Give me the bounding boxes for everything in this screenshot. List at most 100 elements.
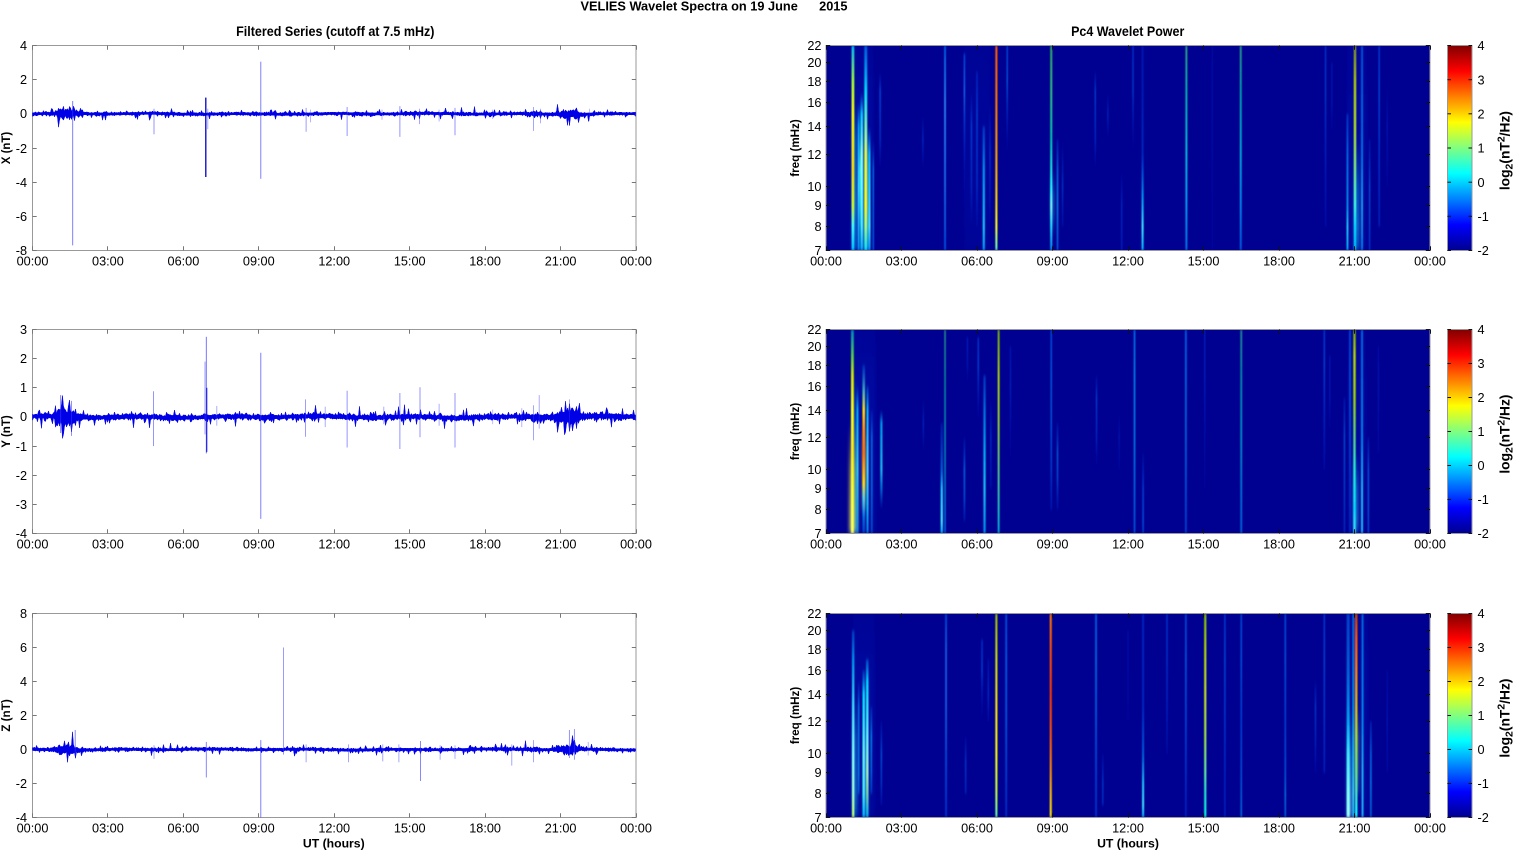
svg-text:12:00: 12:00 [1112, 255, 1144, 269]
svg-text:14: 14 [807, 688, 821, 702]
svg-text:06:00: 06:00 [168, 822, 200, 836]
svg-text:12:00: 12:00 [318, 538, 350, 552]
svg-text:12: 12 [807, 431, 821, 445]
svg-text:-1: -1 [1478, 493, 1489, 507]
svg-text:15:00: 15:00 [1188, 255, 1220, 269]
svg-text:UT (hours): UT (hours) [303, 837, 365, 851]
svg-text:00:00: 00:00 [810, 255, 842, 269]
svg-text:1: 1 [1478, 425, 1485, 439]
svg-text:log2(nT2/Hz): log2(nT2/Hz) [1496, 111, 1515, 190]
svg-text:18: 18 [807, 359, 821, 373]
svg-text:2: 2 [20, 709, 27, 723]
svg-text:8: 8 [814, 503, 821, 517]
svg-text:00:00: 00:00 [620, 538, 652, 552]
svg-text:00:00: 00:00 [810, 538, 842, 552]
svg-text:-2: -2 [1478, 244, 1489, 258]
svg-text:-2: -2 [16, 777, 27, 791]
svg-text:15:00: 15:00 [394, 538, 426, 552]
svg-text:16: 16 [807, 664, 821, 678]
svg-text:03:00: 03:00 [886, 538, 918, 552]
svg-text:3: 3 [1478, 641, 1485, 655]
svg-text:06:00: 06:00 [168, 538, 200, 552]
svg-text:22: 22 [807, 323, 821, 337]
svg-text:freq (mHz): freq (mHz) [788, 687, 802, 745]
svg-text:Z (nT): Z (nT) [0, 699, 13, 732]
svg-text:20: 20 [807, 340, 821, 354]
svg-text:4: 4 [1478, 607, 1485, 621]
svg-text:9: 9 [814, 766, 821, 780]
svg-text:10: 10 [807, 463, 821, 477]
svg-text:Y (nT): Y (nT) [0, 415, 13, 448]
svg-text:4: 4 [1478, 323, 1485, 337]
svg-text:-1: -1 [16, 440, 27, 454]
svg-text:15:00: 15:00 [1188, 822, 1220, 836]
svg-text:18:00: 18:00 [469, 255, 501, 269]
svg-text:2: 2 [20, 352, 27, 366]
svg-text:8: 8 [20, 607, 27, 621]
svg-text:-4: -4 [16, 811, 27, 825]
svg-text:06:00: 06:00 [961, 822, 993, 836]
svg-text:4: 4 [20, 675, 27, 689]
svg-text:00:00: 00:00 [810, 822, 842, 836]
svg-text:3: 3 [1478, 357, 1485, 371]
svg-text:1: 1 [1478, 709, 1485, 723]
svg-text:06:00: 06:00 [961, 538, 993, 552]
svg-text:18: 18 [807, 75, 821, 89]
svg-text:00:00: 00:00 [17, 255, 49, 269]
svg-text:21:00: 21:00 [545, 822, 577, 836]
svg-text:3: 3 [20, 323, 27, 337]
svg-text:10: 10 [807, 180, 821, 194]
svg-text:15:00: 15:00 [394, 822, 426, 836]
svg-text:-6: -6 [16, 210, 27, 224]
svg-text:7: 7 [814, 811, 821, 825]
svg-text:18:00: 18:00 [469, 822, 501, 836]
svg-text:15:00: 15:00 [394, 255, 426, 269]
svg-text:-1: -1 [1478, 777, 1489, 791]
svg-text:20: 20 [807, 624, 821, 638]
svg-text:12: 12 [807, 715, 821, 729]
svg-text:-2: -2 [16, 142, 27, 156]
svg-text:21:00: 21:00 [1339, 538, 1371, 552]
svg-text:22: 22 [807, 607, 821, 621]
svg-text:18:00: 18:00 [1263, 255, 1295, 269]
svg-text:16: 16 [807, 96, 821, 110]
svg-text:freq (mHz): freq (mHz) [788, 403, 802, 461]
svg-text:VELIES Wavelet Spectra on 19 J: VELIES Wavelet Spectra on 19 June 2015 [581, 0, 848, 14]
svg-text:00:00: 00:00 [1414, 822, 1446, 836]
svg-text:-4: -4 [16, 176, 27, 190]
svg-text:10: 10 [807, 747, 821, 761]
svg-text:-2: -2 [1478, 811, 1489, 825]
svg-text:12:00: 12:00 [318, 255, 350, 269]
svg-text:-4: -4 [16, 527, 27, 541]
svg-text:7: 7 [814, 244, 821, 258]
svg-text:14: 14 [807, 120, 821, 134]
svg-text:18:00: 18:00 [469, 538, 501, 552]
svg-text:-3: -3 [16, 498, 27, 512]
svg-text:2: 2 [20, 73, 27, 87]
svg-text:00:00: 00:00 [1414, 255, 1446, 269]
svg-text:9: 9 [814, 199, 821, 213]
svg-text:2: 2 [1478, 107, 1485, 121]
svg-text:21:00: 21:00 [1339, 255, 1371, 269]
svg-text:06:00: 06:00 [961, 255, 993, 269]
svg-text:0: 0 [1478, 176, 1485, 190]
svg-text:00:00: 00:00 [620, 822, 652, 836]
svg-text:00:00: 00:00 [1414, 538, 1446, 552]
svg-text:18:00: 18:00 [1263, 822, 1295, 836]
svg-text:15:00: 15:00 [1188, 538, 1220, 552]
svg-text:0: 0 [20, 743, 27, 757]
svg-text:18:00: 18:00 [1263, 538, 1295, 552]
svg-text:09:00: 09:00 [243, 538, 275, 552]
svg-text:9: 9 [814, 482, 821, 496]
svg-text:16: 16 [807, 380, 821, 394]
svg-text:X (nT): X (nT) [0, 132, 13, 165]
svg-text:freq (mHz): freq (mHz) [788, 119, 802, 177]
svg-text:12:00: 12:00 [1112, 822, 1144, 836]
svg-text:log2(nT2/Hz): log2(nT2/Hz) [1496, 395, 1515, 474]
svg-text:09:00: 09:00 [1037, 255, 1069, 269]
svg-text:21:00: 21:00 [1339, 822, 1371, 836]
svg-text:12:00: 12:00 [318, 822, 350, 836]
svg-text:1: 1 [20, 381, 27, 395]
svg-text:6: 6 [20, 641, 27, 655]
svg-text:03:00: 03:00 [92, 255, 124, 269]
